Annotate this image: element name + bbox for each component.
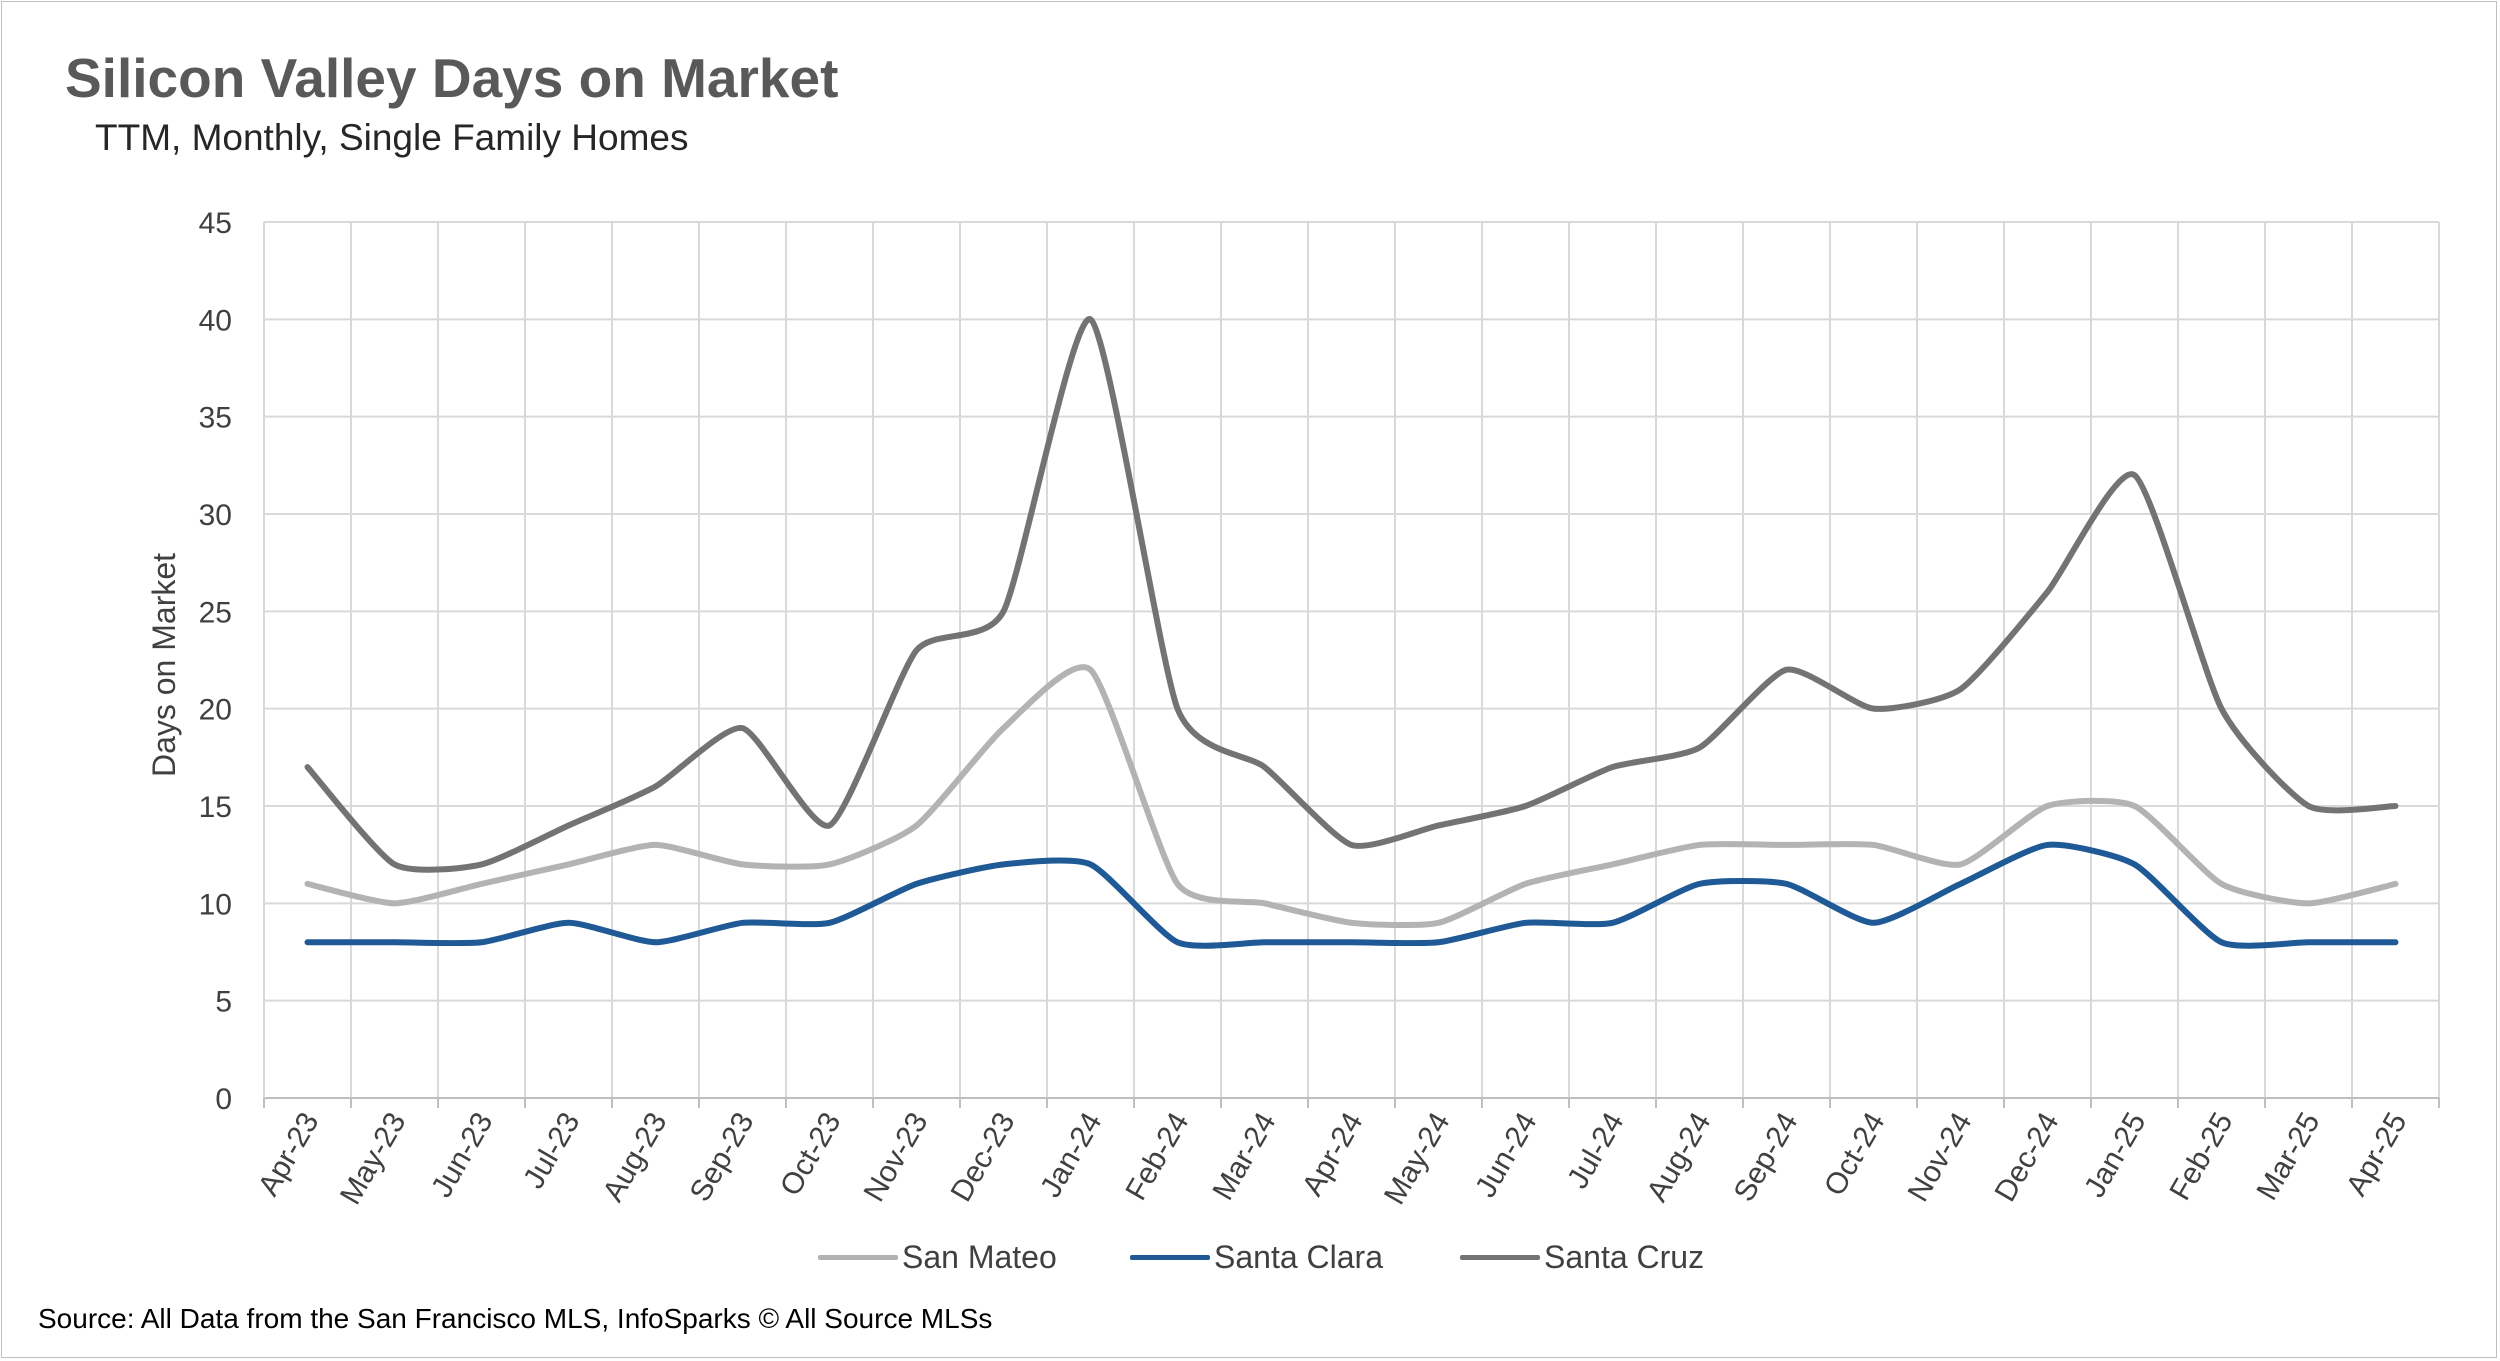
y-tick-labels: 0 5 10 15 20 25 30 35 40 45 (199, 207, 232, 1116)
chart-subtitle: TTM, Monthly, Single Family Homes (95, 117, 689, 158)
y-tick-label: 10 (199, 888, 232, 921)
legend-label-santa-clara: Santa Clara (1214, 1238, 1383, 1275)
x-tick-label: Jan-25 (2078, 1107, 2152, 1203)
source-note: Source: All Data from the San Francisco … (38, 1303, 993, 1334)
legend-swatch-san-mateo (818, 1254, 898, 1260)
x-tick-label: Jun-23 (425, 1107, 499, 1203)
y-tick-label: 5 (215, 986, 232, 1019)
series-line-san-mateo (304, 664, 2399, 929)
chart-title: Silicon Valley Days on Market (65, 47, 839, 109)
x-tick-label: Mar-25 (2250, 1107, 2326, 1206)
x-tick-label: Aug-23 (597, 1107, 674, 1207)
horizontal-gridlines (264, 221, 2439, 1002)
x-tick-label: Oct-23 (774, 1107, 848, 1201)
x-tick-label: Jul-24 (1561, 1107, 1630, 1194)
y-tick-label: 15 (199, 791, 232, 824)
y-tick-label: 20 (199, 694, 232, 727)
legend-label-santa-cruz: Santa Cruz (1544, 1238, 1705, 1275)
legend-item-santa-cruz: Santa Cruz (1460, 1237, 1704, 1277)
x-tick-label: Jun-24 (1469, 1107, 1543, 1203)
x-tick-label: Feb-25 (2163, 1107, 2239, 1206)
y-tick-label: 45 (199, 207, 232, 240)
x-tick-label: May-24 (1378, 1107, 1457, 1210)
x-tick-label: Jul-23 (517, 1107, 586, 1194)
x-tick-label: Dec-23 (945, 1107, 1022, 1207)
vertical-gridlines (350, 222, 2440, 1098)
legend-swatch-santa-clara (1130, 1254, 1210, 1260)
x-tick-label: Sep-23 (684, 1107, 761, 1207)
x-tick-label: Dec-24 (1989, 1107, 2066, 1207)
y-tick-label: 35 (199, 402, 232, 435)
y-tick-label: 40 (199, 304, 232, 337)
axes (263, 222, 2440, 1108)
series-line-santa-clara (304, 841, 2399, 949)
legend-swatch-santa-cruz (1460, 1254, 1540, 1260)
series-line-santa-cruz (304, 316, 2399, 873)
x-tick-label: Feb-24 (1119, 1107, 1195, 1206)
legend-item-santa-clara: Santa Clara (1130, 1237, 1383, 1277)
x-tick-label: Nov-23 (858, 1107, 935, 1207)
y-axis-label: Days on Market (146, 553, 182, 777)
x-tick-label: Aug-24 (1641, 1107, 1718, 1207)
x-tick-label: Sep-24 (1728, 1107, 1805, 1207)
x-tick-labels: Apr-23 May-23 Jun-23 Jul-23 Aug-23 Sep-23 Oct-… (252, 1107, 2414, 1210)
x-tick-label: Jan-24 (1034, 1107, 1108, 1203)
x-tick-label: Oct-24 (1818, 1107, 1892, 1201)
y-tick-label: 25 (199, 596, 232, 629)
y-tick-label: 0 (215, 1083, 232, 1116)
x-tick-label: Apr-23 (252, 1107, 326, 1201)
y-tick-label: 30 (199, 499, 232, 532)
x-tick-label: Apr-24 (1296, 1107, 1370, 1201)
x-tick-label: May-23 (334, 1107, 413, 1210)
legend-item-san-mateo: San Mateo (818, 1237, 1057, 1277)
legend-label-san-mateo: San Mateo (902, 1238, 1057, 1275)
series-lines (304, 316, 2399, 949)
x-tick-label: Apr-25 (2340, 1107, 2414, 1201)
x-tick-label: Mar-24 (1206, 1107, 1282, 1206)
x-tick-label: Nov-24 (1902, 1107, 1979, 1207)
